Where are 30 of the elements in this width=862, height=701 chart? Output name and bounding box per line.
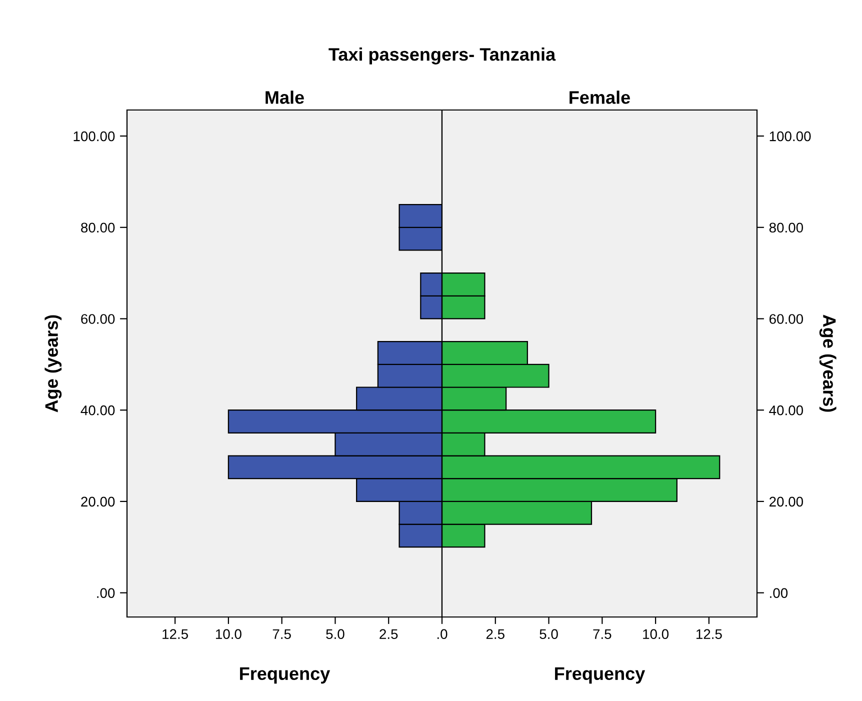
y-tick-label: 100.00 xyxy=(770,131,811,142)
y-tick-label: 100.00 xyxy=(74,131,115,142)
y-tick-label: 60.00 xyxy=(770,314,804,324)
chart-title: Taxi passengers- Tanzania xyxy=(328,48,556,64)
x-tick-label: 10.0 xyxy=(216,629,242,640)
chart-subtitle: Male xyxy=(266,90,304,104)
x-axis-title: Frequency xyxy=(555,667,646,684)
x-tick-label: 7.5 xyxy=(593,629,612,640)
y-tick-label: 20.00 xyxy=(770,496,804,507)
x-tick-label: 12.5 xyxy=(696,629,722,640)
y-tick-label: .00 xyxy=(97,588,115,598)
x-axis-title: Frequency xyxy=(240,667,330,684)
x-tick-label: 5.0 xyxy=(326,629,344,640)
x-tick-label: 2.5 xyxy=(380,629,398,640)
x-tick-label: 5.0 xyxy=(540,629,558,640)
y-tick-label: 40.00 xyxy=(80,405,115,416)
x-tick-label: 2.5 xyxy=(486,629,504,640)
y-tick-label: 20.00 xyxy=(81,496,115,507)
chart-subtitle: Female xyxy=(570,90,630,104)
x-tick-label: 7.5 xyxy=(272,629,291,640)
y-tick-label: 60.00 xyxy=(81,314,115,324)
y-tick-label: 40.00 xyxy=(769,405,804,416)
x-tick-label: 10.0 xyxy=(643,629,669,640)
y-tick-label: 80.00 xyxy=(81,222,115,233)
x-tick-label: .0 xyxy=(437,629,448,640)
y-axis-title: Age (years) xyxy=(819,314,836,412)
y-axis-title: Age (years) xyxy=(44,315,62,412)
y-tick-label: .00 xyxy=(770,588,788,598)
y-tick-label: 80.00 xyxy=(769,222,804,233)
x-tick-label: 12.5 xyxy=(162,629,188,640)
